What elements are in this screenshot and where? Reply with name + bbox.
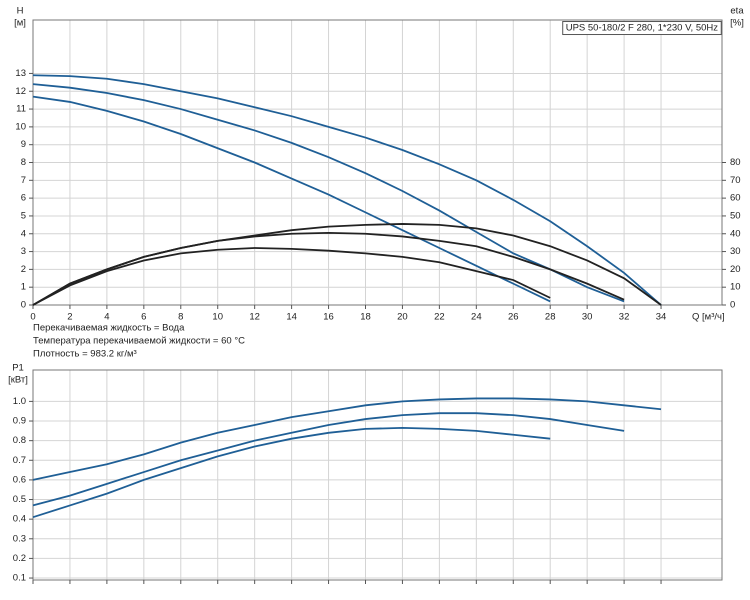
x-tick-label: 12 bbox=[249, 312, 260, 323]
x-tick-label: 6 bbox=[141, 312, 146, 323]
x-tick-label: 28 bbox=[545, 312, 556, 323]
y2-tick-label: 20 bbox=[730, 264, 741, 275]
y-tick-label: 5 bbox=[21, 210, 26, 221]
curve bbox=[32, 95, 551, 303]
y-tick-label: 1 bbox=[21, 282, 26, 293]
curve bbox=[32, 247, 551, 306]
note: Плотность = 983.2 кг/м³ bbox=[33, 349, 137, 360]
y2-tick-label: 50 bbox=[730, 210, 741, 221]
y-tick-label: 0.4 bbox=[13, 514, 26, 525]
y-tick-label: 2 bbox=[21, 264, 26, 275]
y-tick-label: 1.0 bbox=[13, 396, 26, 407]
y2-unit: [%] bbox=[730, 18, 744, 29]
y-tick-label: 0.9 bbox=[13, 416, 26, 427]
curve bbox=[32, 74, 662, 306]
x-tick-label: 14 bbox=[286, 312, 297, 323]
y-tick-label: 0 bbox=[21, 300, 26, 311]
y-tick-label: 0.7 bbox=[13, 455, 26, 466]
curve bbox=[32, 231, 625, 306]
curve bbox=[32, 83, 625, 303]
plot-frame bbox=[32, 369, 723, 581]
x-tick-label: 22 bbox=[434, 312, 445, 323]
x-tick-label: 4 bbox=[104, 312, 109, 323]
y-tick-label: 6 bbox=[21, 193, 26, 204]
x-tick-label: 30 bbox=[582, 312, 593, 323]
title-box: UPS 50-180/2 F 280, 1*230 V, 50Hz bbox=[562, 21, 722, 36]
y2-tick-label: 30 bbox=[730, 246, 741, 257]
y2-tick-label: 70 bbox=[730, 175, 741, 186]
title-frame bbox=[562, 21, 722, 36]
x-tick-label: 0 bbox=[30, 312, 35, 323]
y2-tick-label: 80 bbox=[730, 157, 741, 168]
y-tick-label: 10 bbox=[15, 121, 26, 132]
y-unit: [м] bbox=[14, 18, 26, 29]
x-tick-label: 18 bbox=[360, 312, 371, 323]
x-tick-label: 24 bbox=[471, 312, 482, 323]
x-tick-label: 8 bbox=[178, 312, 183, 323]
y-tick-label: 0.6 bbox=[13, 474, 26, 485]
note: Температура перекачиваемой жидкости = 60… bbox=[33, 336, 245, 347]
y2-tick-label: 10 bbox=[730, 282, 741, 293]
y2-tick-label: 60 bbox=[730, 193, 741, 204]
y-tick-label: 3 bbox=[21, 246, 26, 257]
x-tick-label: 16 bbox=[323, 312, 334, 323]
x-tick-label: 2 bbox=[67, 312, 72, 323]
x-tick-label: 34 bbox=[656, 312, 667, 323]
curve bbox=[32, 412, 625, 507]
y-tick-label: 0.3 bbox=[13, 533, 26, 544]
curve bbox=[32, 397, 662, 481]
x-tick-label: 26 bbox=[508, 312, 519, 323]
x-tick-label: 32 bbox=[619, 312, 630, 323]
y2-tick-label: 40 bbox=[730, 228, 741, 239]
y-tick-label: 0.5 bbox=[13, 494, 26, 505]
y-tick-label: 11 bbox=[16, 104, 26, 115]
y-label: P1 bbox=[12, 363, 24, 374]
y-tick-label: 13 bbox=[15, 68, 26, 79]
y-tick-label: 9 bbox=[21, 139, 26, 150]
y-tick-label: 8 bbox=[21, 157, 26, 168]
y-tick-label: 4 bbox=[21, 228, 26, 239]
y-tick-label: 7 bbox=[21, 175, 26, 186]
x-tick-label: 10 bbox=[212, 312, 223, 323]
x-label: Q [м³/ч] bbox=[692, 312, 725, 323]
y2-tick-label: 0 bbox=[730, 300, 735, 311]
y2-label: eta bbox=[730, 6, 744, 17]
y-tick-label: 0.8 bbox=[13, 435, 26, 446]
y-label: H bbox=[17, 6, 24, 17]
x-tick-label: 20 bbox=[397, 312, 408, 323]
y-tick-label: 0.1 bbox=[13, 573, 26, 584]
curve bbox=[32, 426, 551, 519]
chart-title: UPS 50-180/2 F 280, 1*230 V, 50Hz bbox=[566, 23, 719, 34]
note: Перекачиваемая жидкость = Вода bbox=[33, 323, 185, 334]
y-unit: [кВт] bbox=[8, 375, 28, 386]
y-tick-label: 12 bbox=[15, 86, 26, 97]
y-tick-label: 0.2 bbox=[13, 553, 26, 564]
